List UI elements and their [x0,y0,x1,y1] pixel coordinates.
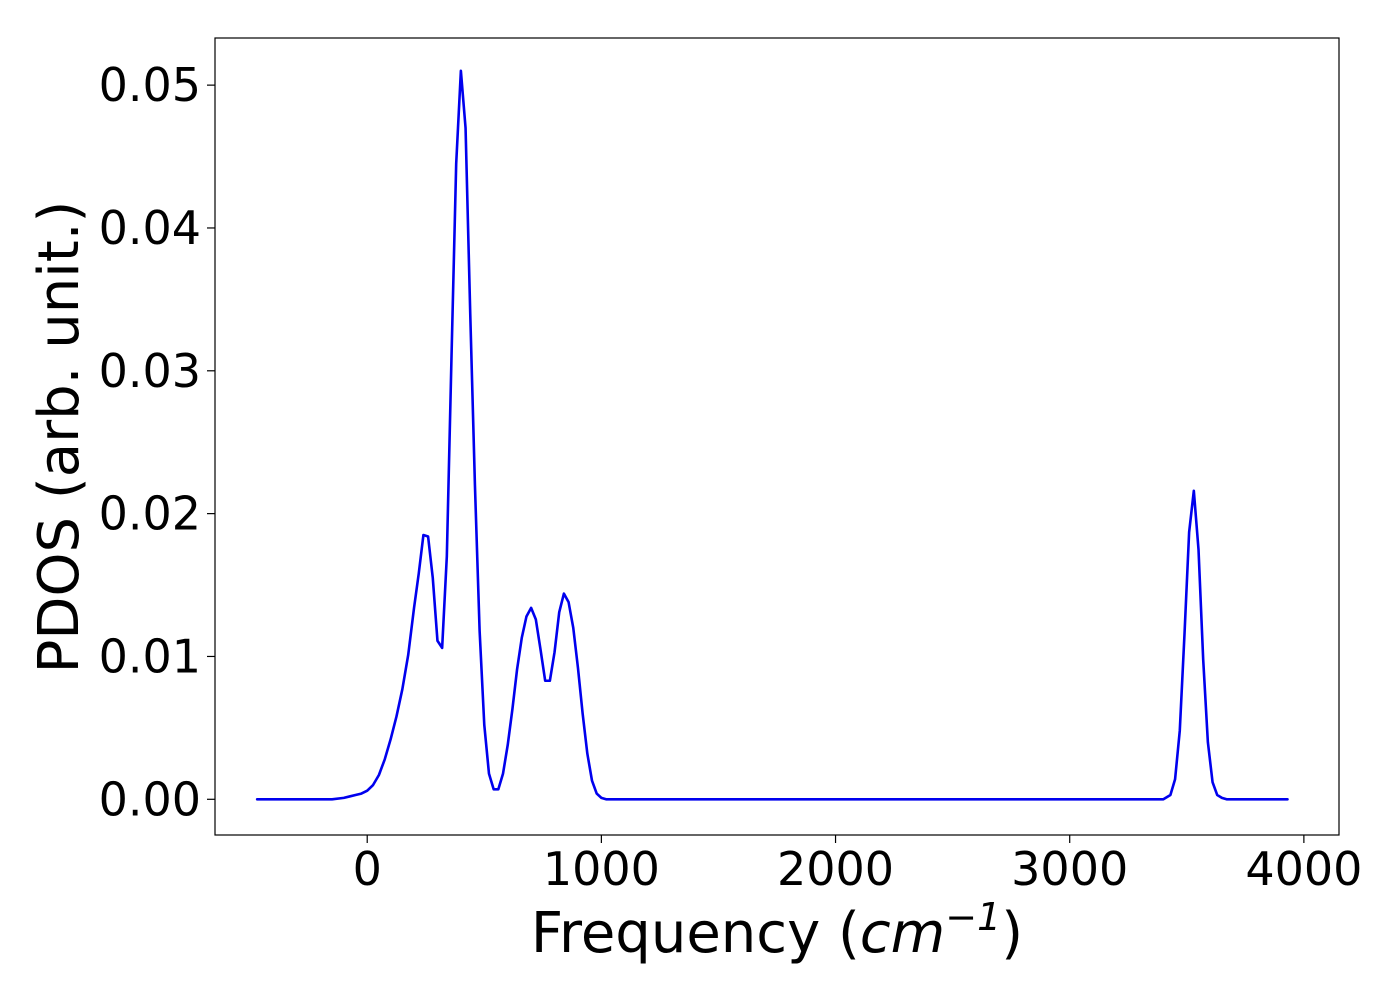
y-tick-label: 0.02 [99,487,201,541]
plot-area [255,69,1289,801]
x-axis-label-prefix: Frequency ( [531,901,860,966]
y-axis-label: PDOS (arb. unit.) [27,201,92,674]
y-tick-label: 0.00 [99,772,201,826]
y-tick-label: 0.04 [99,201,201,255]
x-axis-label: Frequency (cm−1) [531,895,1023,966]
y-tick-label: 0.05 [99,58,201,112]
pdos-series-line [255,69,1289,801]
x-axis-label-exponent: −1 [945,895,1001,939]
y-axis: 0.00 0.01 0.02 0.03 0.04 0.05 [99,58,215,826]
x-tick-label: 1000 [543,842,660,896]
x-axis-label-suffix: ) [1001,901,1023,966]
x-axis: 0 1000 2000 3000 4000 [353,835,1362,896]
y-tick-label: 0.03 [99,344,201,398]
x-tick-label: 2000 [777,842,894,896]
x-tick-label: 3000 [1011,842,1128,896]
y-tick-label: 0.01 [99,629,201,683]
axes-frame [214,37,1340,836]
x-axis-label-unit: cm [860,901,945,966]
x-tick-label: 0 [353,842,382,896]
x-tick-label: 4000 [1245,842,1362,896]
